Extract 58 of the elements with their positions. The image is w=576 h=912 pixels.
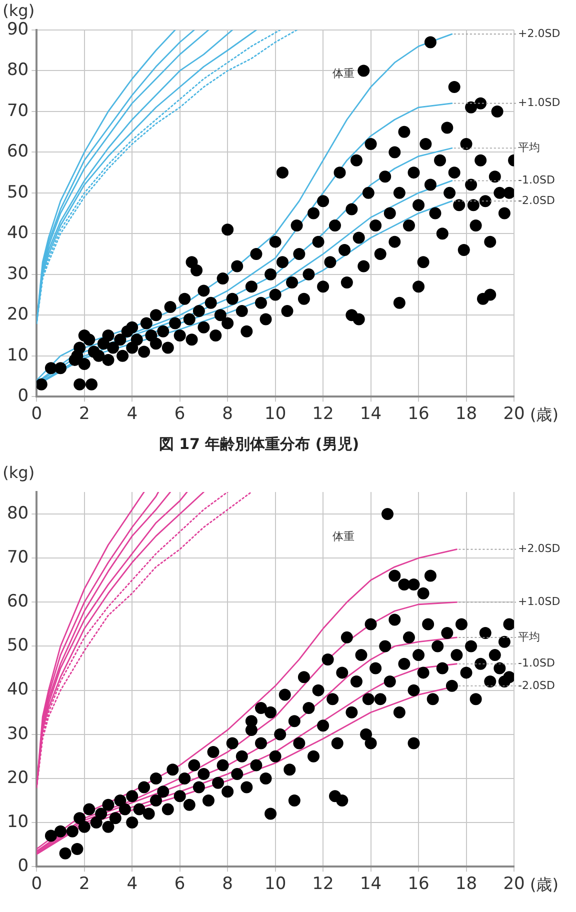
y-tick-label: 0	[18, 856, 29, 876]
text: +1.0SD	[518, 595, 560, 608]
text: 図 17 年齢別体重分布 (男児)	[158, 434, 360, 453]
x-tick-label: 18	[455, 874, 478, 894]
y-tick-label: 30	[6, 264, 29, 284]
y-tick-label: 50	[6, 182, 29, 202]
x-tick-label: 18	[455, 404, 478, 424]
text: +2.0SD	[518, 542, 560, 556]
text: -1.0SD	[518, 656, 555, 670]
annotation: 体重	[332, 66, 355, 80]
text: -2.0SD	[518, 194, 555, 207]
y-tick-label: 30	[6, 724, 29, 744]
y-tick-label: 0	[18, 386, 29, 406]
y-tick-label: 40	[6, 223, 29, 244]
y-axis-title: (kg)	[2, 1, 35, 20]
x-tick-label: 4	[126, 874, 138, 894]
text: +2.0SD	[518, 26, 560, 40]
y-tick-label: 70	[6, 548, 29, 568]
y-tick-label: 60	[6, 592, 29, 612]
y-tick-label: 20	[6, 768, 29, 788]
annotation: 体重	[332, 530, 355, 543]
text: -1.0SD	[518, 174, 555, 187]
x-tick-label: 12	[312, 874, 334, 894]
x-tick-label: 10	[264, 404, 286, 424]
y-tick-label: 40	[6, 680, 29, 700]
y-tick-label: 20	[6, 304, 29, 325]
x-tick-label: 0	[31, 404, 42, 424]
x-tick-label: 16	[408, 404, 430, 424]
x-tick-label: 12	[312, 404, 334, 424]
x-axis-title: (歳)	[530, 404, 558, 424]
y-tick-label: 60	[6, 142, 29, 162]
y-tick-label: 80	[6, 503, 29, 524]
x-tick-label: 6	[174, 874, 186, 894]
y-axis-title: (kg)	[2, 463, 35, 482]
x-tick-label: 2	[78, 874, 90, 894]
text: 平均	[518, 140, 540, 154]
y-tick-label: 90	[6, 19, 29, 40]
text: 平均	[518, 630, 540, 644]
x-tick-label: 6	[174, 404, 186, 424]
y-tick-label: 10	[6, 812, 29, 832]
y-tick-label: 70	[6, 100, 29, 121]
x-tick-label: 2	[78, 404, 90, 424]
x-tick-label: 10	[264, 874, 286, 894]
x-tick-label: 4	[126, 404, 138, 424]
x-tick-label: 8	[222, 874, 233, 894]
x-tick-label: 0	[31, 874, 42, 894]
y-tick-label: 80	[6, 60, 29, 80]
x-tick-label: 20	[503, 404, 525, 424]
text: +1.0SD	[518, 96, 560, 110]
x-tick-label: 16	[408, 874, 430, 894]
text: -2.0SD	[518, 678, 555, 692]
x-tick-label: 14	[360, 404, 382, 424]
y-tick-label: 50	[6, 636, 29, 656]
x-tick-label: 20	[503, 874, 525, 894]
y-tick-label: 10	[6, 345, 29, 366]
x-axis-title: (歳)	[530, 874, 558, 894]
x-tick-label: 8	[222, 404, 233, 424]
x-tick-label: 14	[360, 874, 382, 894]
